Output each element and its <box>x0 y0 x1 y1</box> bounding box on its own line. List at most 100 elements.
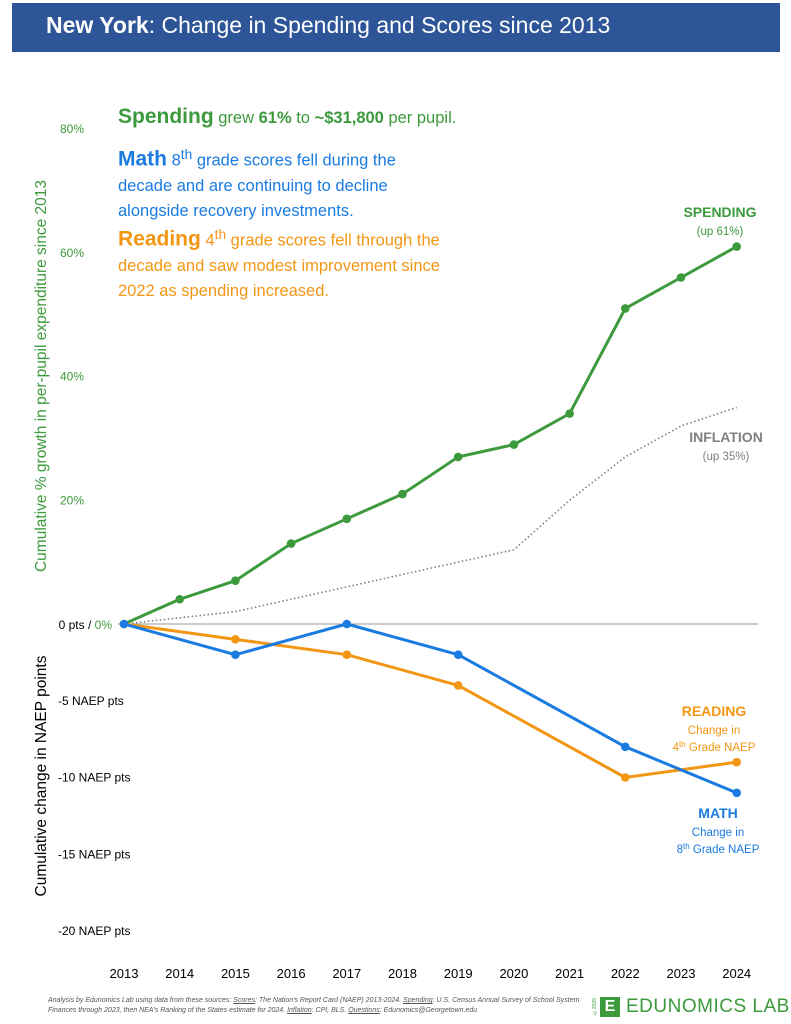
spending-point-2023 <box>676 273 686 282</box>
spending-point-2024 <box>732 242 741 251</box>
reading-note-head: Reading <box>118 227 201 251</box>
x-tick-2024: 2024 <box>722 966 751 981</box>
x-tick-2021: 2021 <box>555 966 584 981</box>
inflation-series-sublabel: (up 35%) <box>703 451 750 463</box>
spending-point-2022 <box>621 304 630 313</box>
spending-note-amount: ~$31,800 <box>314 109 384 127</box>
logo-text: EDUNOMICS LAB <box>626 996 790 1017</box>
source-spending-key: Spending <box>403 997 433 1004</box>
math-point-2024 <box>732 788 741 798</box>
y-axis-title-pct: Cumulative % growth in per-pupil expendi… <box>33 180 50 572</box>
math-series-sublabel-2-part-1: th <box>683 842 690 851</box>
spending-note-post: per pupil. <box>383 109 457 127</box>
reading-point-2022 <box>621 773 630 782</box>
spending-point-2017 <box>342 514 352 524</box>
math-note: Math 8th grade scores fell during the de… <box>118 142 448 224</box>
reading-series-sublabel-1: Change in <box>688 725 740 737</box>
spending-point-2016 <box>286 539 296 548</box>
y-tick-pct-60: 60% <box>60 246 84 260</box>
reading-point-2017 <box>342 650 352 659</box>
math-note-grade: 8 <box>171 151 181 170</box>
reading-series-sublabel-2-part-1: th <box>679 740 686 749</box>
math-point-2017 <box>342 619 352 629</box>
math-series-sublabel-1: Change in <box>692 827 744 839</box>
x-tick-2023: 2023 <box>667 966 696 981</box>
reading-series-label: READING <box>682 703 747 719</box>
source-spending-value: : U.S. Census Annual Survey of School Sy… <box>48 997 580 1014</box>
logo-year: ©2025 <box>592 998 598 1016</box>
title-state: New York <box>46 12 149 38</box>
reading-series-sublabel-2: 4th Grade NAEP <box>673 740 756 754</box>
y-tick-pct-20: 20% <box>60 493 84 507</box>
spending-note-head: Spending <box>118 105 214 128</box>
reading-line <box>123 622 737 779</box>
source-note: Analysis by Edunomics Lab using data fro… <box>48 996 588 1016</box>
spending-point-2014 <box>175 594 184 604</box>
x-tick-2017: 2017 <box>332 966 361 981</box>
math-series-sublabel-2-part-2: Grade NAEP <box>690 844 760 856</box>
x-tick-2022: 2022 <box>611 966 640 981</box>
y-tick-pts-5: -5 NAEP pts <box>58 694 124 708</box>
math-point-2013 <box>119 619 129 629</box>
y-tick-pts-10: -10 NAEP pts <box>58 771 130 785</box>
x-tick-2015: 2015 <box>221 966 250 981</box>
series-labels: SPENDING (up 61%) INFLATION (up 35%) READING… <box>673 204 763 856</box>
reading-point-2019 <box>453 681 463 690</box>
math-note-text: grade scores fell during the decade and … <box>118 151 396 220</box>
reading-point-2015 <box>231 635 240 644</box>
math-note-head: Math <box>118 147 167 171</box>
zero-tick-pct: 0% <box>95 618 113 632</box>
math-line <box>123 622 738 795</box>
y-tick-pts-20: -20 NAEP pts <box>58 924 130 938</box>
logo-mark-icon: E <box>600 997 620 1017</box>
spending-note: Spending grew 61% to ~$31,800 per pupil. <box>118 104 538 131</box>
title-rest: : Change in Spending and Scores since 20… <box>148 12 611 38</box>
zero-tick-pts: 0 pts / <box>59 618 95 632</box>
reading-series-sublabel-2-part-2: Grade NAEP <box>686 742 756 754</box>
reading-note-sup: th <box>214 227 227 242</box>
spending-series-sublabel: (up 61%) <box>697 226 744 238</box>
y-axis-title-pts: Cumulative change in NAEP points <box>33 655 50 896</box>
spending-note-pct: 61% <box>258 109 292 127</box>
reading-note: Reading 4th grade scores fell through th… <box>118 222 448 304</box>
y-tick-pct-40: 40% <box>60 370 84 384</box>
chart-title: New York: Change in Spending and Scores … <box>46 12 610 39</box>
inflation-series-label: INFLATION <box>689 429 763 445</box>
axes-group: 0 pts / 0%80%60%40%20%-5 NAEP pts-10 NAE… <box>33 122 758 981</box>
spending-line <box>123 245 738 626</box>
y-tick-pts-15: -15 NAEP pts <box>58 847 130 861</box>
math-note-sup: th <box>180 147 193 162</box>
inflation-line <box>123 406 737 625</box>
x-tick-2016: 2016 <box>277 966 306 981</box>
reading-note-text: grade scores fell through the decade and… <box>118 231 440 300</box>
x-tick-2019: 2019 <box>444 966 473 981</box>
math-series-sublabel-2-part-0: 8 <box>677 844 683 856</box>
math-point-2022 <box>621 742 630 752</box>
source-questions-value: : Edunomics@Georgetown.edu <box>379 1007 478 1014</box>
y-tick-pct-80: 80% <box>60 122 84 136</box>
spending-point-2020 <box>509 440 519 449</box>
zero-tick-label: 0 pts / 0% <box>59 618 113 632</box>
reading-note-grade: 4 <box>205 231 215 250</box>
x-tick-2013: 2013 <box>110 966 139 981</box>
spending-point-2015 <box>231 576 240 585</box>
spending-point-2018 <box>398 489 407 499</box>
math-series-sublabel-2: 8th Grade NAEP <box>677 842 760 856</box>
spending-point-2019 <box>453 452 463 462</box>
math-point-2019 <box>453 650 463 659</box>
source-inflation-value: : CPI, BLS. <box>311 1007 349 1014</box>
spending-note-pre: grew <box>213 109 259 127</box>
spending-note-mid: to <box>291 109 315 127</box>
edunomics-logo: ©2025 E EDUNOMICS LAB <box>592 994 790 1020</box>
source-questions-key: Questions <box>348 1007 380 1014</box>
source-scores-value: : The Nation's Report Card (NAEP) 2013-2… <box>255 997 404 1004</box>
math-series-label: MATH <box>698 805 737 821</box>
series-lines <box>123 245 738 795</box>
reading-point-2024 <box>732 757 741 767</box>
title-bar: New York: Change in Spending and Scores … <box>12 3 780 52</box>
x-tick-2020: 2020 <box>499 966 528 981</box>
reading-series-sublabel-2-part-0: 4 <box>673 742 680 754</box>
spending-series-label: SPENDING <box>683 204 756 220</box>
x-tick-2014: 2014 <box>165 966 194 981</box>
